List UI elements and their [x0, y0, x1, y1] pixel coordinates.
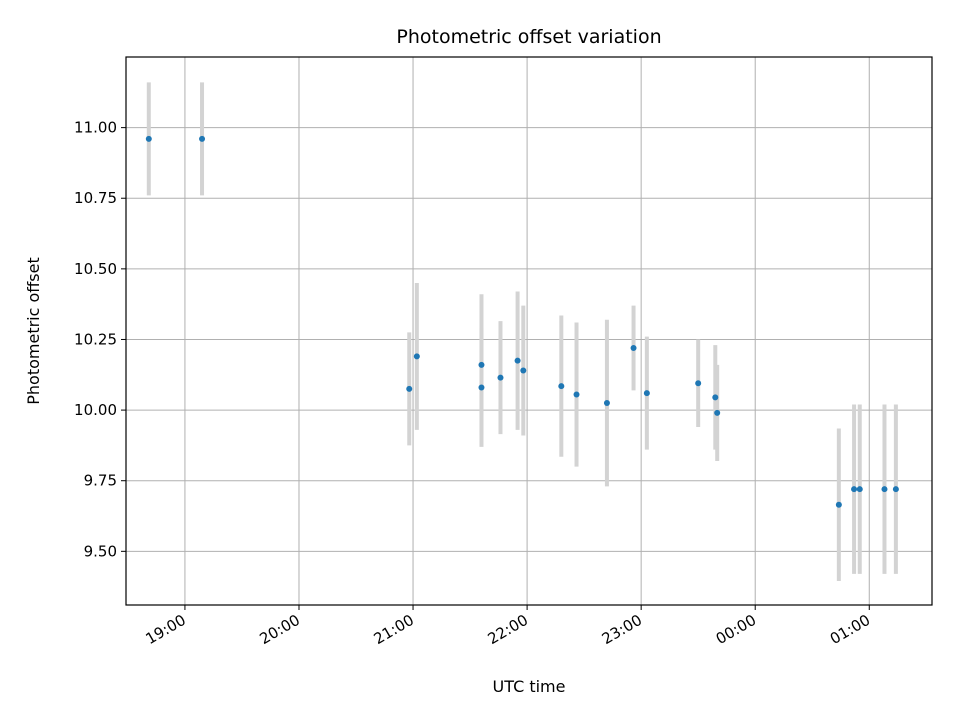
data-point	[892, 486, 899, 493]
grid-lines	[126, 57, 932, 605]
data-point	[630, 344, 637, 351]
y-tick-label: 10.00	[74, 401, 117, 419]
data-point	[520, 367, 527, 374]
y-tick-label: 10.25	[74, 330, 117, 348]
data-point	[573, 391, 580, 398]
data-point	[856, 486, 863, 493]
data-point	[413, 353, 420, 360]
x-axis-label: UTC time	[493, 677, 566, 696]
data-point	[712, 394, 719, 401]
data-point	[603, 400, 610, 407]
data-point	[881, 486, 888, 493]
data-point	[714, 409, 721, 416]
y-axis: 9.50 9.75 10.00 10.25 10.50 10.75 11.00	[74, 119, 126, 560]
data-point	[851, 486, 858, 493]
data-point	[514, 357, 521, 364]
chart-title: Photometric offset variation	[396, 26, 661, 48]
data-points	[145, 135, 899, 508]
y-tick-label: 10.75	[74, 189, 117, 207]
y-axis-label: Photometric offset	[24, 257, 43, 405]
data-point	[643, 390, 650, 397]
plot-area	[126, 57, 932, 605]
y-tick-label: 10.50	[74, 260, 117, 278]
data-point	[199, 135, 206, 142]
data-point	[478, 361, 485, 368]
plot-frame	[125, 56, 933, 606]
data-point	[835, 501, 842, 508]
data-point	[478, 384, 485, 391]
data-point	[558, 383, 565, 390]
y-tick-label: 9.50	[84, 542, 117, 560]
y-tick-label: 9.75	[84, 472, 117, 490]
data-point	[406, 385, 413, 392]
data-point	[145, 135, 152, 142]
data-point	[695, 380, 702, 387]
data-point	[497, 374, 504, 381]
y-tick-label: 11.00	[74, 119, 117, 137]
